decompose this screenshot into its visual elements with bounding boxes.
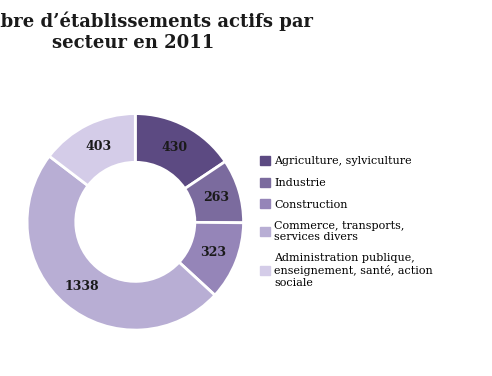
Wedge shape — [135, 114, 225, 189]
Legend: Agriculture, sylviculture, Industrie, Construction, Commerce, transports,
servic: Agriculture, sylviculture, Industrie, Co… — [260, 156, 433, 288]
Wedge shape — [49, 114, 135, 186]
Text: 263: 263 — [203, 191, 229, 204]
Wedge shape — [179, 222, 244, 295]
Text: Nombre d’établissements actifs par
secteur en 2011: Nombre d’établissements actifs par secte… — [0, 11, 313, 52]
Text: 1338: 1338 — [64, 280, 99, 293]
Wedge shape — [184, 162, 244, 223]
Text: 323: 323 — [200, 246, 226, 259]
Wedge shape — [27, 156, 215, 330]
Text: 430: 430 — [162, 141, 188, 154]
Text: 403: 403 — [85, 140, 111, 153]
